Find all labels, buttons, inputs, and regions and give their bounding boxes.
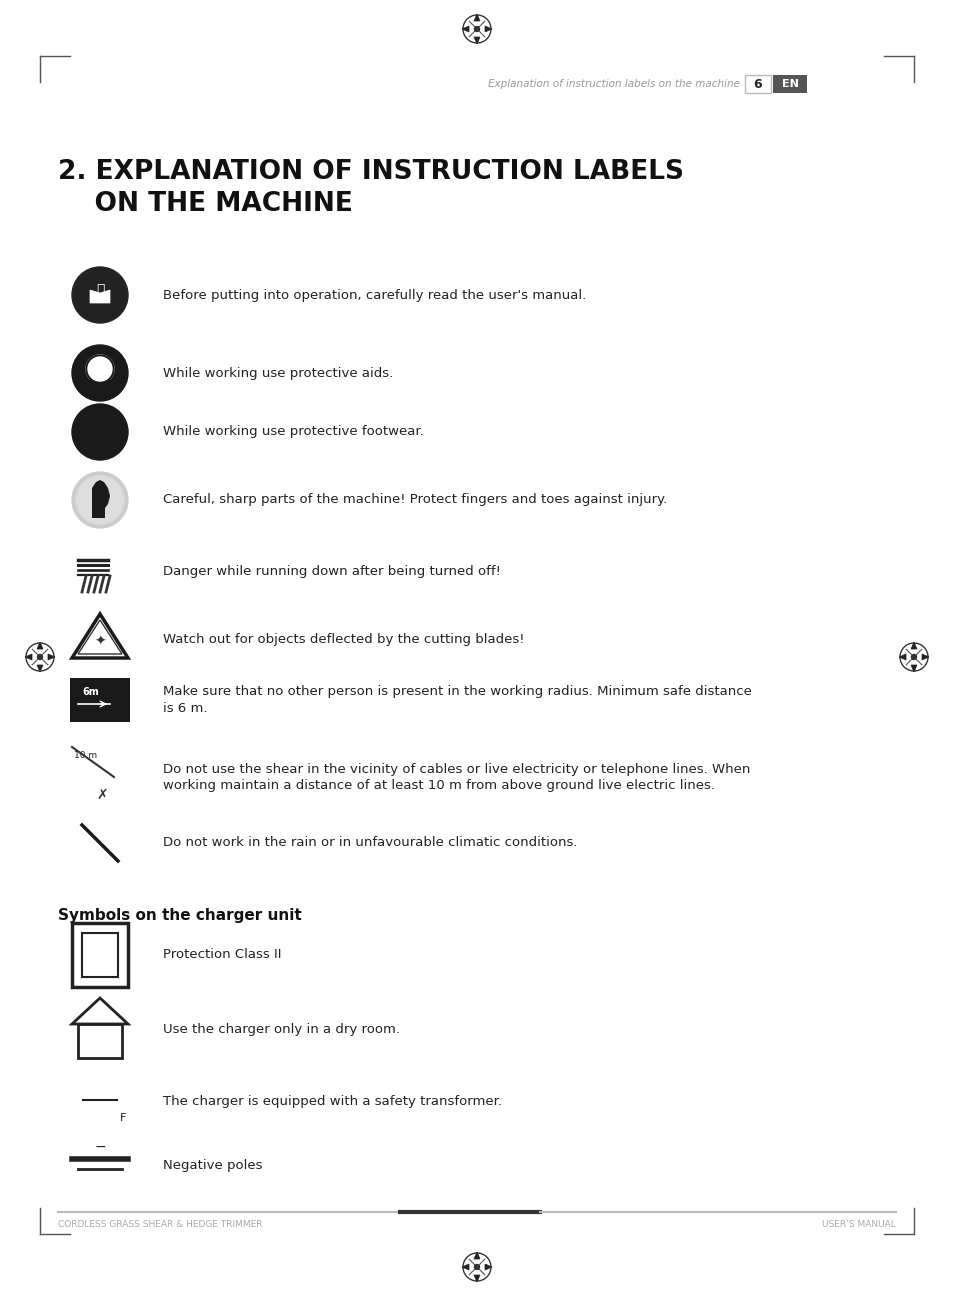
Text: is 6 m.: is 6 m. <box>163 702 208 715</box>
Text: Symbols on the charger unit: Symbols on the charger unit <box>58 908 301 922</box>
Text: Negative poles: Negative poles <box>163 1159 262 1172</box>
Text: −: − <box>94 1141 106 1154</box>
Polygon shape <box>461 26 469 32</box>
Polygon shape <box>25 654 32 660</box>
Polygon shape <box>461 1264 469 1271</box>
Text: EN: EN <box>781 79 798 89</box>
Polygon shape <box>71 614 128 658</box>
FancyBboxPatch shape <box>772 75 806 93</box>
Circle shape <box>910 654 916 660</box>
Circle shape <box>86 355 113 382</box>
FancyBboxPatch shape <box>78 1024 122 1058</box>
Circle shape <box>71 267 128 323</box>
Polygon shape <box>37 643 43 649</box>
Circle shape <box>71 472 128 528</box>
FancyBboxPatch shape <box>71 922 128 987</box>
Circle shape <box>71 346 128 401</box>
Circle shape <box>86 355 113 382</box>
Circle shape <box>76 476 124 524</box>
Circle shape <box>71 403 128 460</box>
Polygon shape <box>78 620 122 654</box>
Polygon shape <box>71 999 128 1024</box>
Text: Use the charger only in a dry room.: Use the charger only in a dry room. <box>163 1024 399 1037</box>
Circle shape <box>37 654 43 660</box>
Text: F: F <box>120 1113 126 1123</box>
Polygon shape <box>484 26 492 32</box>
Polygon shape <box>474 14 479 21</box>
Text: ON THE MACHINE: ON THE MACHINE <box>58 191 353 217</box>
Circle shape <box>83 1083 117 1117</box>
Text: CORDLESS GRASS SHEAR & HEDGE TRIMMER: CORDLESS GRASS SHEAR & HEDGE TRIMMER <box>58 1219 262 1229</box>
Text: USER’S MANUAL: USER’S MANUAL <box>821 1219 895 1229</box>
Text: Watch out for objects deflected by the cutting blades!: Watch out for objects deflected by the c… <box>163 633 524 646</box>
Polygon shape <box>910 643 916 649</box>
Text: 6m: 6m <box>82 687 99 696</box>
Text: Explanation of instruction labels on the machine: Explanation of instruction labels on the… <box>488 79 740 89</box>
Polygon shape <box>37 665 43 671</box>
FancyBboxPatch shape <box>70 678 130 721</box>
Text: Careful, sharp parts of the machine! Protect fingers and toes against injury.: Careful, sharp parts of the machine! Pro… <box>163 494 666 506</box>
Text: Do not use the shear in the vicinity of cables or live electricity or telephone : Do not use the shear in the vicinity of … <box>163 762 750 775</box>
Text: 10 m: 10 m <box>74 750 97 759</box>
Circle shape <box>74 1074 126 1126</box>
Text: While working use protective footwear.: While working use protective footwear. <box>163 426 423 439</box>
Polygon shape <box>90 290 110 304</box>
Polygon shape <box>484 1264 492 1271</box>
Polygon shape <box>898 654 905 660</box>
Text: working maintain a distance of at least 10 m from above ground live electric lin: working maintain a distance of at least … <box>163 778 714 791</box>
Text: ✦: ✦ <box>94 635 106 649</box>
Text: 2. EXPLANATION OF INSTRUCTION LABELS: 2. EXPLANATION OF INSTRUCTION LABELS <box>58 159 683 185</box>
Text: 6: 6 <box>753 78 761 91</box>
Polygon shape <box>474 1252 479 1259</box>
Polygon shape <box>474 37 479 43</box>
Text: While working use protective aids.: While working use protective aids. <box>163 367 393 380</box>
FancyBboxPatch shape <box>82 933 118 978</box>
Polygon shape <box>474 1275 479 1282</box>
FancyBboxPatch shape <box>744 75 770 93</box>
Circle shape <box>474 1264 479 1269</box>
Polygon shape <box>48 654 55 660</box>
Circle shape <box>71 815 128 871</box>
Polygon shape <box>91 480 110 518</box>
Polygon shape <box>910 665 916 671</box>
FancyBboxPatch shape <box>70 745 124 781</box>
Circle shape <box>474 26 479 32</box>
Text: Danger while running down after being turned off!: Danger while running down after being tu… <box>163 565 500 578</box>
Text: Do not work in the rain or in unfavourable climatic conditions.: Do not work in the rain or in unfavourab… <box>163 837 577 849</box>
Text: The charger is equipped with a safety transformer.: The charger is equipped with a safety tr… <box>163 1096 501 1109</box>
Polygon shape <box>921 654 928 660</box>
FancyBboxPatch shape <box>90 371 110 388</box>
Text: Make sure that no other person is present in the working radius. Minimum safe di: Make sure that no other person is presen… <box>163 686 751 699</box>
Text: Before putting into operation, carefully read the user's manual.: Before putting into operation, carefully… <box>163 289 586 301</box>
Text: Protection Class II: Protection Class II <box>163 949 281 962</box>
Text: 👤: 👤 <box>95 283 104 297</box>
Text: ✗: ✗ <box>96 788 108 802</box>
Circle shape <box>88 357 112 381</box>
